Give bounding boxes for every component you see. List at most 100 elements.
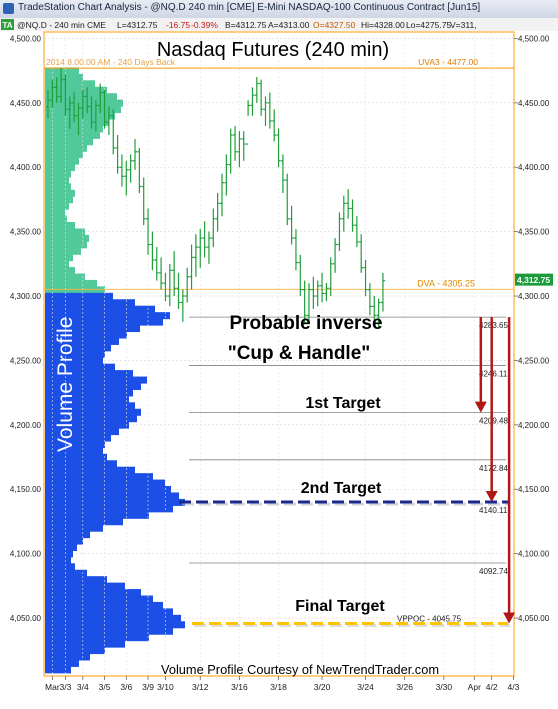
volume-profile-bin <box>45 318 163 326</box>
volume-profile-bin <box>45 589 141 597</box>
volume-profile-bin <box>45 498 185 506</box>
volume-profile-bin <box>45 453 107 461</box>
y-tick-label-left: 4,150.00 <box>10 485 42 494</box>
volume-profile-bin <box>45 543 77 552</box>
header-field: O=4327.50 <box>313 20 356 30</box>
x-tick-label: 3/3 <box>59 682 71 692</box>
volume-profile-bin <box>45 67 79 75</box>
x-tick-label: 3/26 <box>396 682 413 692</box>
x-tick-label: Mar <box>45 682 60 692</box>
y-tick-label-left: 4,100.00 <box>10 550 42 559</box>
y-tick-label-right: 4,450.00 <box>518 99 550 108</box>
target2-label: 2nd Target <box>301 480 382 497</box>
volume-profile-bin <box>45 267 75 275</box>
y-tick-label-left: 4,300.00 <box>10 292 42 301</box>
volume-profile-bin <box>45 486 171 494</box>
header-field: Hi=4328.00 <box>361 20 405 30</box>
x-tick-label: 3/18 <box>270 682 287 692</box>
volume-profile-bin <box>45 640 125 648</box>
title-bar[interactable]: TradeStation Chart Analysis - @NQ.D 240 … <box>0 0 558 19</box>
volume-profile-bin <box>45 221 75 230</box>
volume-profile-bin <box>45 434 111 442</box>
uva-label: UVA3 - 4477.00 <box>418 57 478 67</box>
volume-profile-bin <box>45 350 105 358</box>
y-tick-label-right: 4,100.00 <box>518 550 550 559</box>
last-price-marker <box>515 273 553 286</box>
volume-profile-bin <box>45 518 123 526</box>
y-tick-label-left: 4,350.00 <box>10 228 42 237</box>
volume-profile-bin <box>45 415 137 423</box>
volume-profile-bin <box>45 614 181 622</box>
y-tick-label-right: 4,150.00 <box>518 485 550 494</box>
x-tick-label: 3/30 <box>436 682 453 692</box>
x-tick-label: 3/24 <box>357 682 374 692</box>
x-tick-label: 3/20 <box>314 682 331 692</box>
volume-profile-bin <box>45 421 129 429</box>
level-label: 4246.11 <box>479 369 508 378</box>
volume-profile-bin <box>45 563 75 571</box>
window-title: TradeStation Chart Analysis - @NQ.D 240 … <box>18 2 481 13</box>
volume-profile-bin <box>45 582 125 590</box>
y-tick-label-left: 4,400.00 <box>10 163 42 172</box>
volume-profile-bin <box>45 556 71 564</box>
credit-label: Volume Profile Courtesy of NewTrendTrade… <box>161 662 439 677</box>
volume-profile-bin <box>45 299 135 307</box>
x-tick-label: 3/10 <box>157 682 174 692</box>
volume-profile-bin <box>45 621 185 629</box>
volume-profile-bin <box>45 279 97 287</box>
pattern-label-line1: Probable inverse <box>229 313 382 334</box>
volume-profile-bin <box>45 118 109 126</box>
volume-profile-bin <box>45 395 129 403</box>
y-tick-label-left: 4,050.00 <box>10 614 42 623</box>
volume-profile-bin <box>45 511 149 519</box>
lookback-label: 2014 8.00.00 AM - 240 Days Back <box>46 57 176 67</box>
volume-profile-bin <box>45 337 119 345</box>
volume-profile-bin <box>45 234 89 242</box>
y-tick-label-right: 4,200.00 <box>518 421 550 430</box>
volume-profile-bin <box>45 196 73 204</box>
volume-profile-bin <box>45 215 67 223</box>
y-tick-label-left: 4,500.00 <box>10 34 42 43</box>
level-label: VPPOC - 4045.75 <box>397 615 462 624</box>
chart-title: Nasdaq Futures (240 min) <box>157 39 389 61</box>
x-tick-label: 3/9 <box>142 682 154 692</box>
volume-profile-bin <box>45 627 173 635</box>
header-field: L=4312.75 <box>117 20 158 30</box>
volume-profile-bin <box>45 331 127 339</box>
y-tick-label-right: 4,250.00 <box>518 356 550 365</box>
volume-profile-bin <box>45 325 140 333</box>
volume-profile-bin <box>45 80 95 88</box>
volume-profile-bin <box>45 344 111 352</box>
volume-profile-bin <box>45 370 133 378</box>
volume-profile-bin <box>45 447 103 455</box>
volume-profile-bin <box>45 634 149 642</box>
volume-profile-bin <box>45 595 153 603</box>
header-strip <box>0 18 558 31</box>
volume-profile-bin <box>45 86 107 94</box>
volume-profile-bin <box>45 608 173 616</box>
y-tick-label-left: 4,450.00 <box>10 99 42 108</box>
header-field: V=311, <box>450 20 477 30</box>
volume-profile-bin <box>45 183 71 191</box>
x-tick-label: 3/12 <box>192 682 209 692</box>
poc-label: DVA - 4305.25 <box>417 278 475 288</box>
header-field: A=4313.00 <box>268 20 310 30</box>
volume-profile-bin <box>45 312 170 320</box>
volume-profile-bin <box>45 376 147 384</box>
volume-profile-bin <box>45 157 79 165</box>
x-tick-label: 3/4 <box>77 682 89 692</box>
volume-profile-bin <box>45 460 117 468</box>
y-tick-label-right: 4,400.00 <box>518 163 550 172</box>
volume-profile-bin <box>45 531 90 539</box>
volume-profile-bin <box>45 125 103 133</box>
price-chart[interactable]: TA @NQ.D - 240 min CME L=4312.75 -16.75 -0.3… <box>0 18 558 709</box>
volume-profile-bin <box>45 131 100 139</box>
volume-profile-bin <box>45 292 113 300</box>
x-tick-label: 3/16 <box>231 682 248 692</box>
target-arrow-head <box>474 401 487 413</box>
volume-profile-bin <box>45 241 87 249</box>
x-tick-label: 3/5 <box>99 682 111 692</box>
volume-profile-bin <box>45 653 90 661</box>
y-tick-label-left: 4,200.00 <box>10 421 42 430</box>
